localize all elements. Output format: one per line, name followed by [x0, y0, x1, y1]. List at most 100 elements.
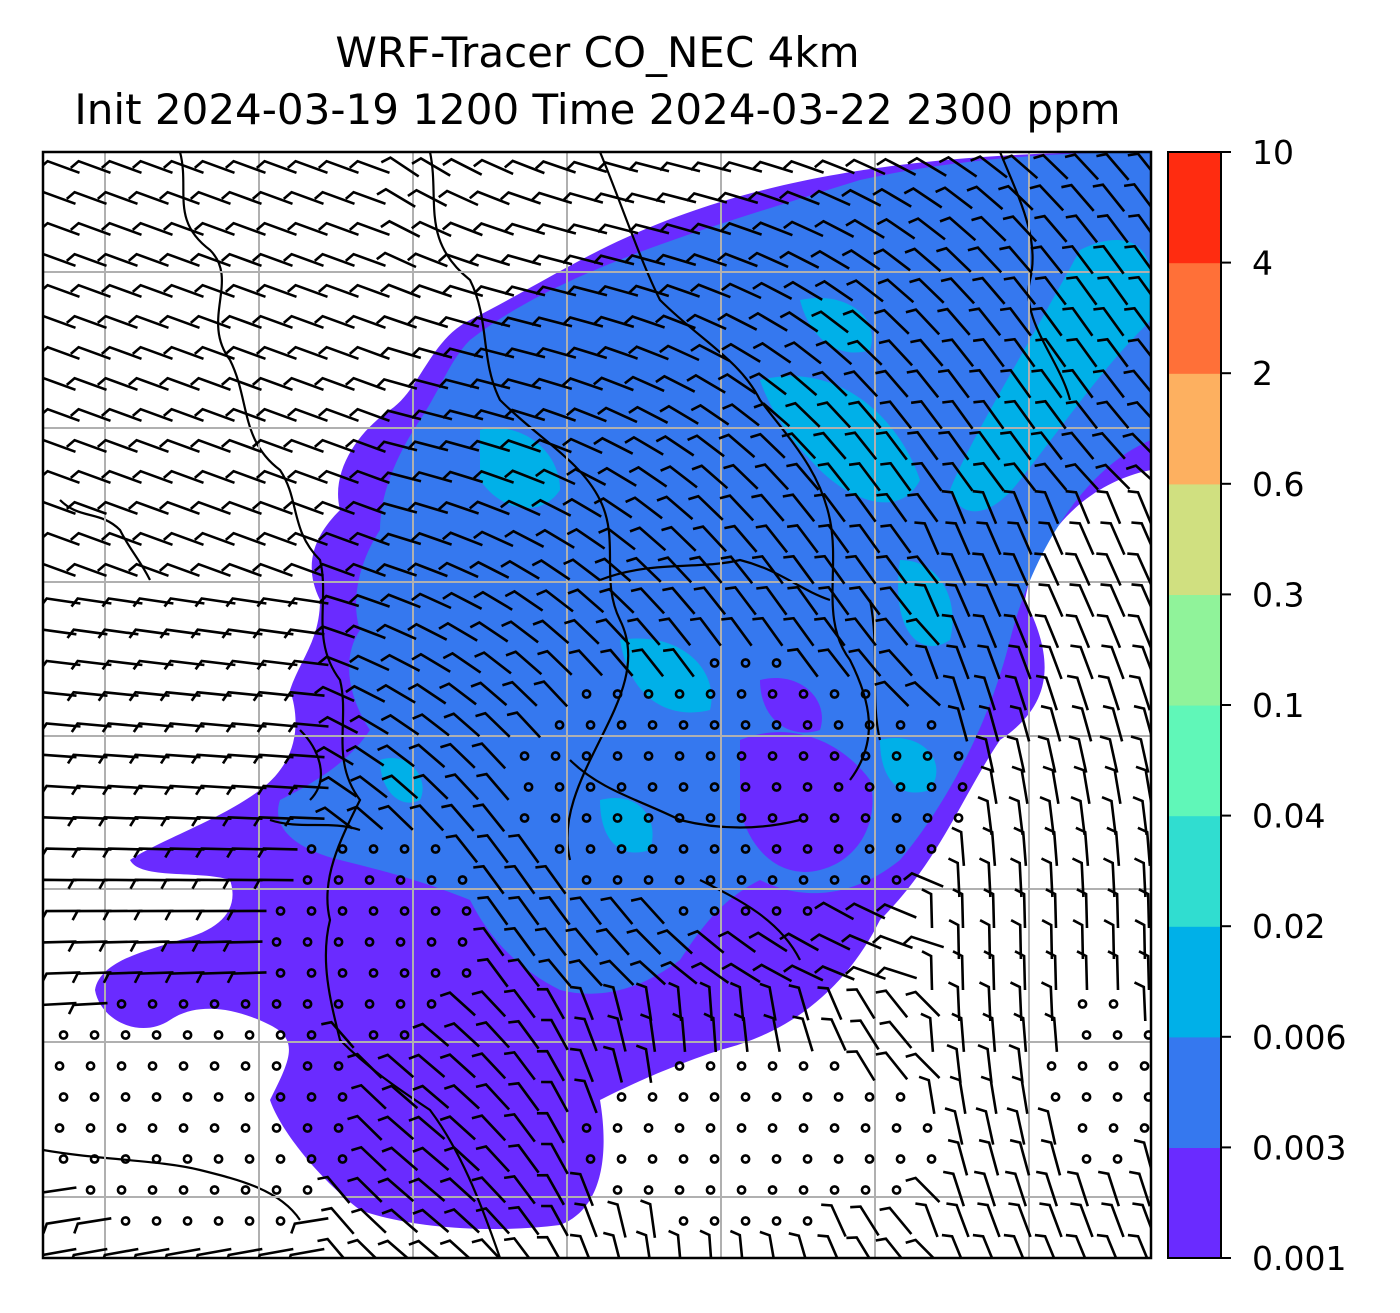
wind-barb [255, 407, 297, 423]
wind-barb [1061, 245, 1094, 275]
wind-barb [444, 773, 480, 801]
wind-barb [66, 690, 108, 702]
calm-wind-circle [647, 844, 658, 854]
wind-barb [43, 753, 77, 759]
colorbar-tick-label: 10 [1252, 133, 1294, 172]
calm-wind-circle [798, 689, 809, 699]
wind-barb [562, 497, 602, 518]
wind-barb [946, 644, 970, 680]
wind-barb [317, 469, 359, 485]
wind-barb [96, 438, 138, 454]
wind-barb [1065, 613, 1091, 649]
wind-barb [160, 878, 201, 890]
wind-barb [131, 407, 173, 423]
wind-barb [408, 1053, 446, 1078]
calm-wind-circle [581, 751, 592, 761]
wind-barb [944, 1107, 964, 1145]
wind-barb [96, 252, 138, 268]
wind-barb [907, 156, 947, 177]
colorbar-tick-label: 0.006 [1252, 1018, 1346, 1057]
wind-barb [468, 500, 510, 516]
wind-barb [321, 1206, 355, 1235]
calm-wind-circle [116, 1123, 127, 1133]
calm-wind-circle [767, 813, 778, 823]
calm-wind-circle [895, 1092, 906, 1102]
calm-wind-circle [736, 813, 747, 823]
wind-barb [534, 346, 577, 359]
wind-barb [65, 562, 107, 578]
wind-barb [1128, 1170, 1151, 1207]
wind-barb [469, 620, 509, 643]
calm-wind-circle [457, 875, 468, 885]
wind-barb [568, 649, 604, 677]
wind-barb [1134, 919, 1147, 960]
wind-barb [251, 500, 293, 516]
calm-wind-circle [554, 844, 565, 854]
calm-wind-circle [116, 1185, 127, 1195]
calm-wind-circle [182, 1154, 193, 1164]
wind-barb [344, 190, 386, 206]
wind-barb [380, 471, 422, 483]
wind-barb [659, 344, 700, 362]
wind-barb [220, 500, 262, 516]
wind-barb [1001, 154, 1039, 180]
wind-barb [344, 376, 386, 392]
wind-barb [1013, 826, 1028, 867]
wind-barb [539, 895, 571, 926]
calm-wind-circle [581, 689, 592, 699]
wind-barb [541, 1018, 569, 1051]
calm-wind-circle [302, 1185, 313, 1195]
calm-wind-circle [674, 875, 685, 885]
wind-barb [507, 958, 541, 988]
wind-barb [255, 159, 297, 175]
wind-barb [657, 556, 693, 584]
wind-barb [1044, 826, 1059, 867]
calm-wind-circle [612, 875, 623, 885]
wind-barb [937, 307, 971, 336]
wind-barb [951, 826, 966, 867]
wind-barb [942, 461, 974, 492]
wind-barb [786, 462, 820, 491]
wind-barb [783, 220, 824, 238]
wind-barb [445, 834, 479, 864]
wind-barb [348, 283, 390, 299]
calm-wind-circle [922, 813, 933, 823]
calm-wind-circle [643, 1185, 654, 1195]
wind-barb [598, 527, 636, 551]
wind-barb [410, 531, 453, 546]
wind-barb [190, 628, 232, 639]
calm-wind-circle [271, 1123, 282, 1133]
wind-barb [191, 878, 232, 890]
calm-wind-circle [864, 1092, 875, 1102]
wind-barb [504, 347, 546, 359]
wind-barb [471, 1052, 507, 1080]
wind-barb [721, 616, 753, 647]
wind-barb [411, 220, 452, 238]
wind-barb [255, 531, 297, 547]
wind-barb [568, 958, 603, 987]
wind-barb [407, 440, 449, 452]
wind-barb [318, 715, 359, 734]
calm-wind-circle [736, 1185, 747, 1195]
wind-barb [845, 158, 886, 176]
wind-barb [846, 1050, 876, 1082]
wind-barb [1034, 276, 1067, 306]
wind-barb [879, 1020, 913, 1049]
wind-barb [1100, 521, 1126, 556]
wind-barb [875, 903, 917, 919]
wind-barb [1104, 765, 1122, 805]
calm-wind-circle [829, 1185, 840, 1195]
calm-wind-circle [395, 999, 406, 1009]
wind-barb [850, 1205, 880, 1237]
calm-wind-circle [120, 1092, 131, 1102]
wind-barb [190, 690, 232, 702]
wind-barb [687, 434, 725, 458]
wind-barb [70, 597, 112, 608]
wind-barb [379, 532, 422, 546]
wind-barb [96, 190, 138, 206]
wind-barb [973, 399, 1005, 430]
wind-barb [875, 1237, 904, 1258]
wind-barb [821, 1203, 847, 1238]
wind-barb [999, 307, 1032, 337]
wind-barb [787, 647, 819, 678]
